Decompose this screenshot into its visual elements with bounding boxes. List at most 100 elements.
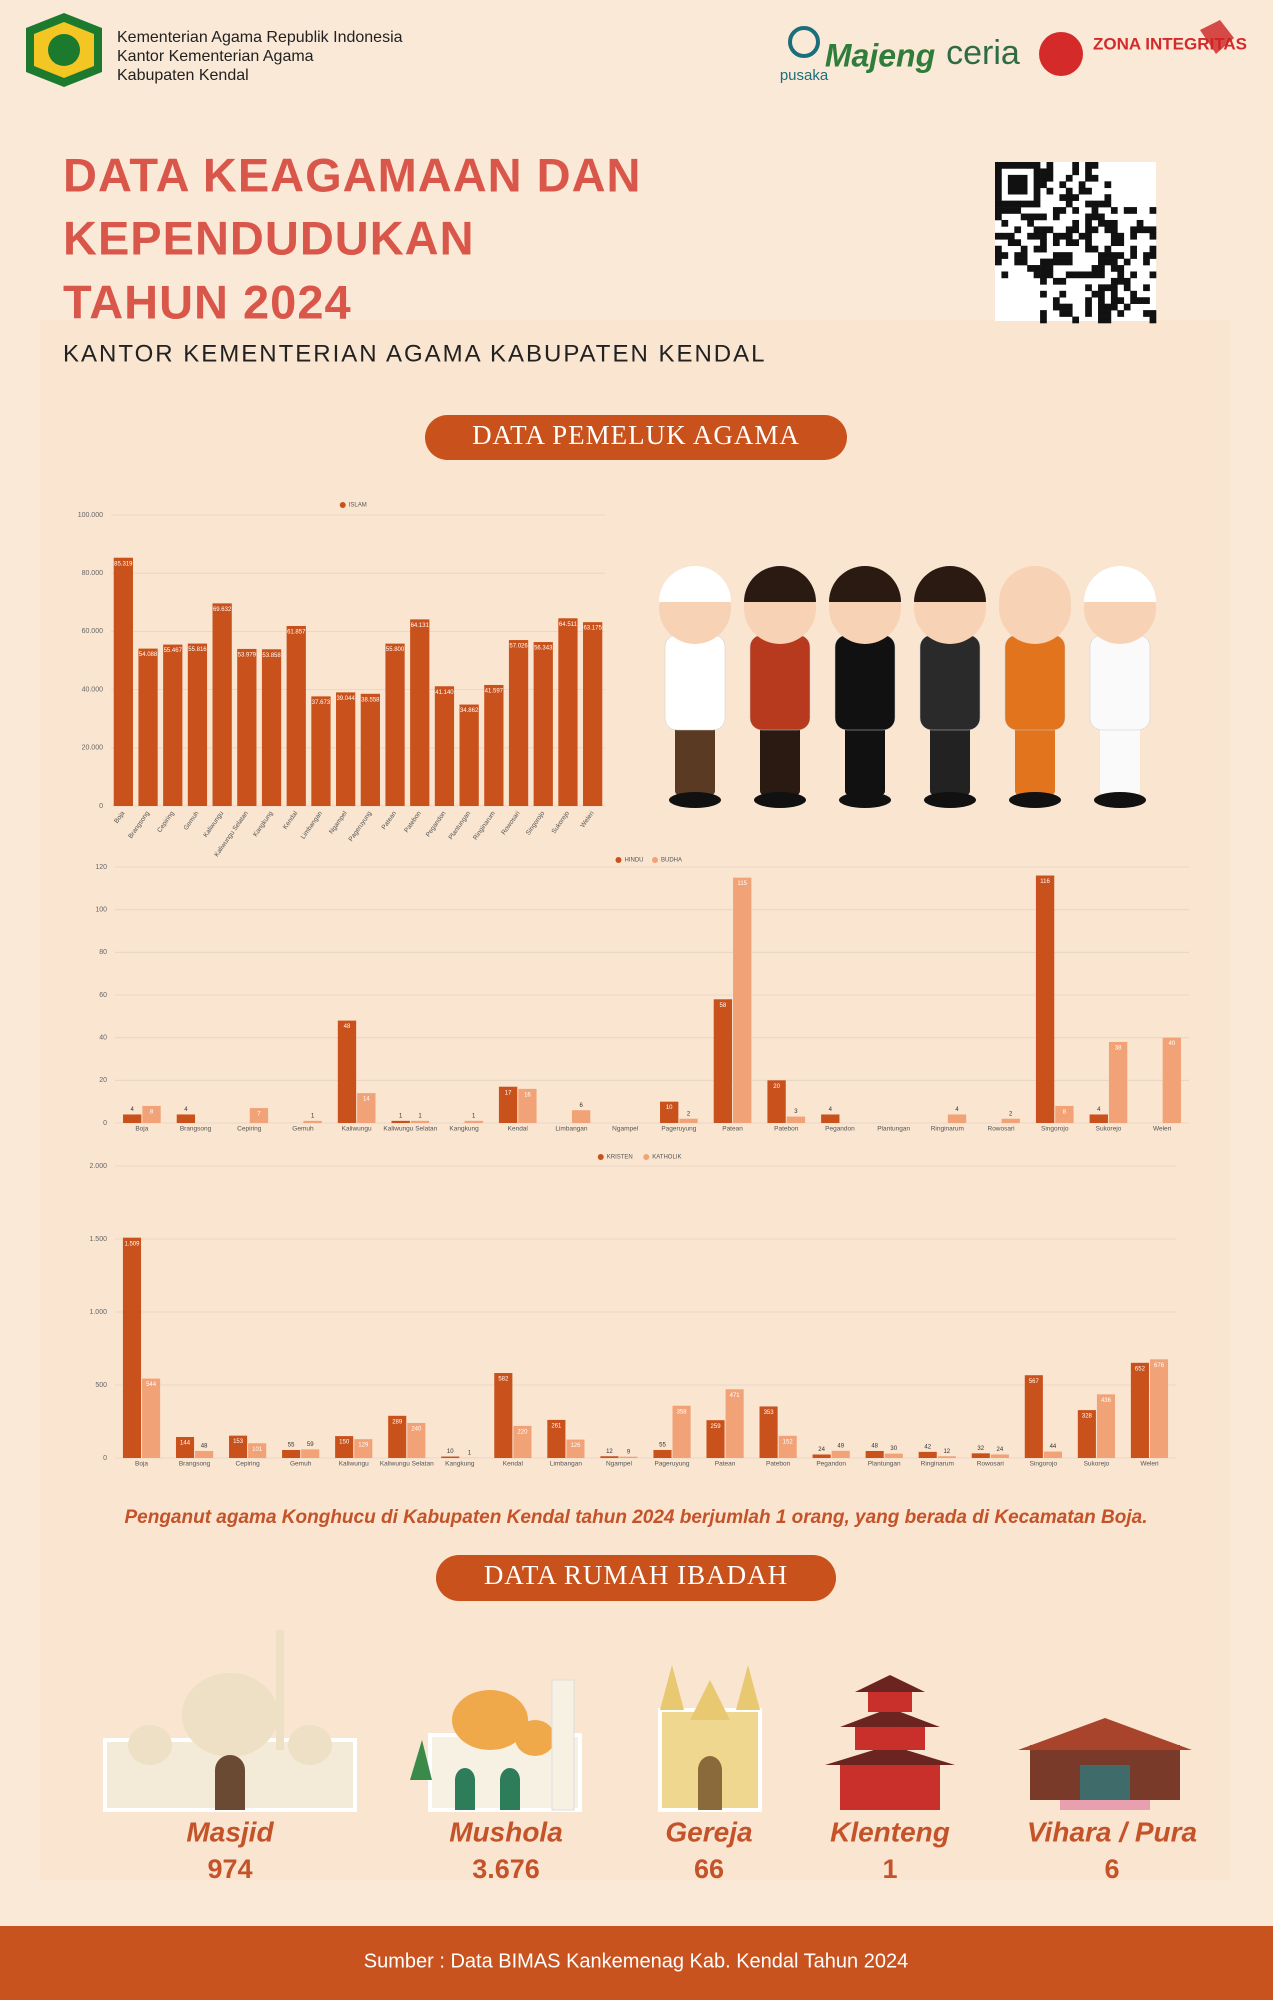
data-label: 436	[1101, 1398, 1112, 1404]
x-tick-label: Ringinarum	[921, 1461, 954, 1468]
qr-module	[1033, 245, 1041, 253]
qr-module	[1130, 290, 1137, 298]
qr-module	[1085, 232, 1092, 240]
bar	[660, 1101, 679, 1123]
bar	[410, 619, 430, 806]
logo-text: ceria	[946, 34, 1020, 72]
data-label: 41.597	[485, 689, 504, 695]
qr-module	[1110, 252, 1118, 259]
qr-module	[1117, 310, 1125, 317]
qr-module	[1065, 239, 1073, 247]
qr-module	[1072, 207, 1080, 214]
qr-module	[995, 207, 1002, 214]
qr-module	[1027, 213, 1034, 221]
figure-body	[1004, 634, 1066, 731]
data-label: 55.800	[386, 647, 405, 653]
qr-module	[995, 252, 1002, 259]
agency-line: Kantor Kementerian Agama	[117, 48, 314, 65]
source: Sumber : Data BIMAS Kankemenag Kab. Kend…	[364, 1950, 908, 1972]
qr-module	[995, 168, 1002, 176]
place-count: 66	[694, 1854, 724, 1884]
place-name: Klenteng	[830, 1816, 950, 1847]
y-tick-label: 2.000	[89, 1163, 107, 1170]
bar	[1055, 1105, 1074, 1123]
bar	[286, 625, 306, 806]
qr-module	[1046, 174, 1054, 182]
x-tick-label: Cepiring	[236, 1461, 261, 1468]
qr-module	[1098, 316, 1105, 324]
data-label: 55	[659, 1443, 666, 1449]
legend-swatch	[652, 857, 658, 863]
vihara-icon	[1018, 1718, 1192, 1810]
qr-module	[1072, 226, 1080, 234]
qr-module	[1059, 290, 1067, 298]
qr-code	[995, 162, 1157, 324]
bar	[547, 1419, 566, 1458]
data-label: 115	[737, 881, 747, 887]
qr-module	[1040, 239, 1047, 247]
qr-module	[1046, 265, 1054, 272]
qr-module	[1091, 162, 1099, 169]
bar	[713, 999, 733, 1123]
data-label: 55	[288, 1443, 295, 1449]
data-label: 38.558	[361, 697, 380, 703]
place-count: 1	[882, 1854, 897, 1884]
qr-module	[1098, 303, 1105, 311]
qr-module	[1065, 310, 1073, 317]
qr-module	[1059, 194, 1067, 201]
qr-module	[1104, 200, 1112, 208]
bar	[1108, 1041, 1128, 1123]
bar	[261, 649, 282, 806]
bar	[518, 1088, 537, 1123]
qr-module	[1091, 245, 1099, 253]
data-label: 61.857	[287, 630, 306, 636]
qr-module	[1123, 284, 1131, 292]
qr-module	[1059, 310, 1067, 317]
qr-module	[1143, 258, 1150, 266]
y-tick-label: 60.000	[82, 628, 104, 635]
bar	[142, 1378, 161, 1458]
bar	[187, 643, 208, 806]
qr-module	[1052, 239, 1060, 247]
qr-module	[1065, 232, 1073, 240]
qr-module	[1117, 271, 1125, 279]
qr-module	[1027, 232, 1034, 240]
bar	[441, 1456, 460, 1458]
partner-logos: pusaka Majeng ceria ZONA INTEGRITAS	[780, 20, 1247, 84]
data-label: 38	[1115, 1046, 1122, 1052]
qr-module	[1001, 207, 1009, 214]
bar	[360, 693, 380, 806]
qr-module	[1149, 252, 1157, 259]
qr-module	[1130, 232, 1137, 240]
figure-hair	[744, 566, 816, 602]
x-tick-label: Kaliwungu	[342, 1126, 372, 1133]
y-tick-label: 20.000	[82, 745, 104, 752]
data-label: 153	[233, 1439, 244, 1445]
qr-module	[995, 181, 1002, 189]
qr-module	[1085, 213, 1092, 221]
x-tick-label: Pageruyung	[654, 1461, 689, 1468]
data-label: 328	[1082, 1414, 1093, 1420]
bar	[229, 1435, 248, 1458]
qr-module	[1149, 271, 1157, 279]
qr-module	[1040, 316, 1047, 324]
qr-module	[995, 162, 1002, 169]
logo-text: pusaka	[780, 67, 829, 84]
x-tick-label: Sukorejo	[1096, 1126, 1122, 1133]
agency-line: Kementerian Agama Republik Indonesia	[117, 29, 403, 46]
qr-module	[1020, 245, 1028, 253]
qr-module	[1085, 303, 1092, 311]
figure-body	[919, 634, 981, 731]
data-label: 20	[773, 1084, 780, 1090]
data-label: 69.632	[213, 607, 232, 613]
qr-module	[1007, 200, 1015, 208]
qr-module	[1065, 194, 1073, 201]
qr-module	[1143, 284, 1150, 292]
qr-module	[1117, 239, 1125, 247]
legend-swatch	[597, 1154, 604, 1160]
qr-module	[1078, 181, 1086, 189]
qr-module	[1040, 245, 1047, 253]
qr-module	[1065, 258, 1073, 266]
x-tick-label: Weleri	[1153, 1126, 1171, 1133]
